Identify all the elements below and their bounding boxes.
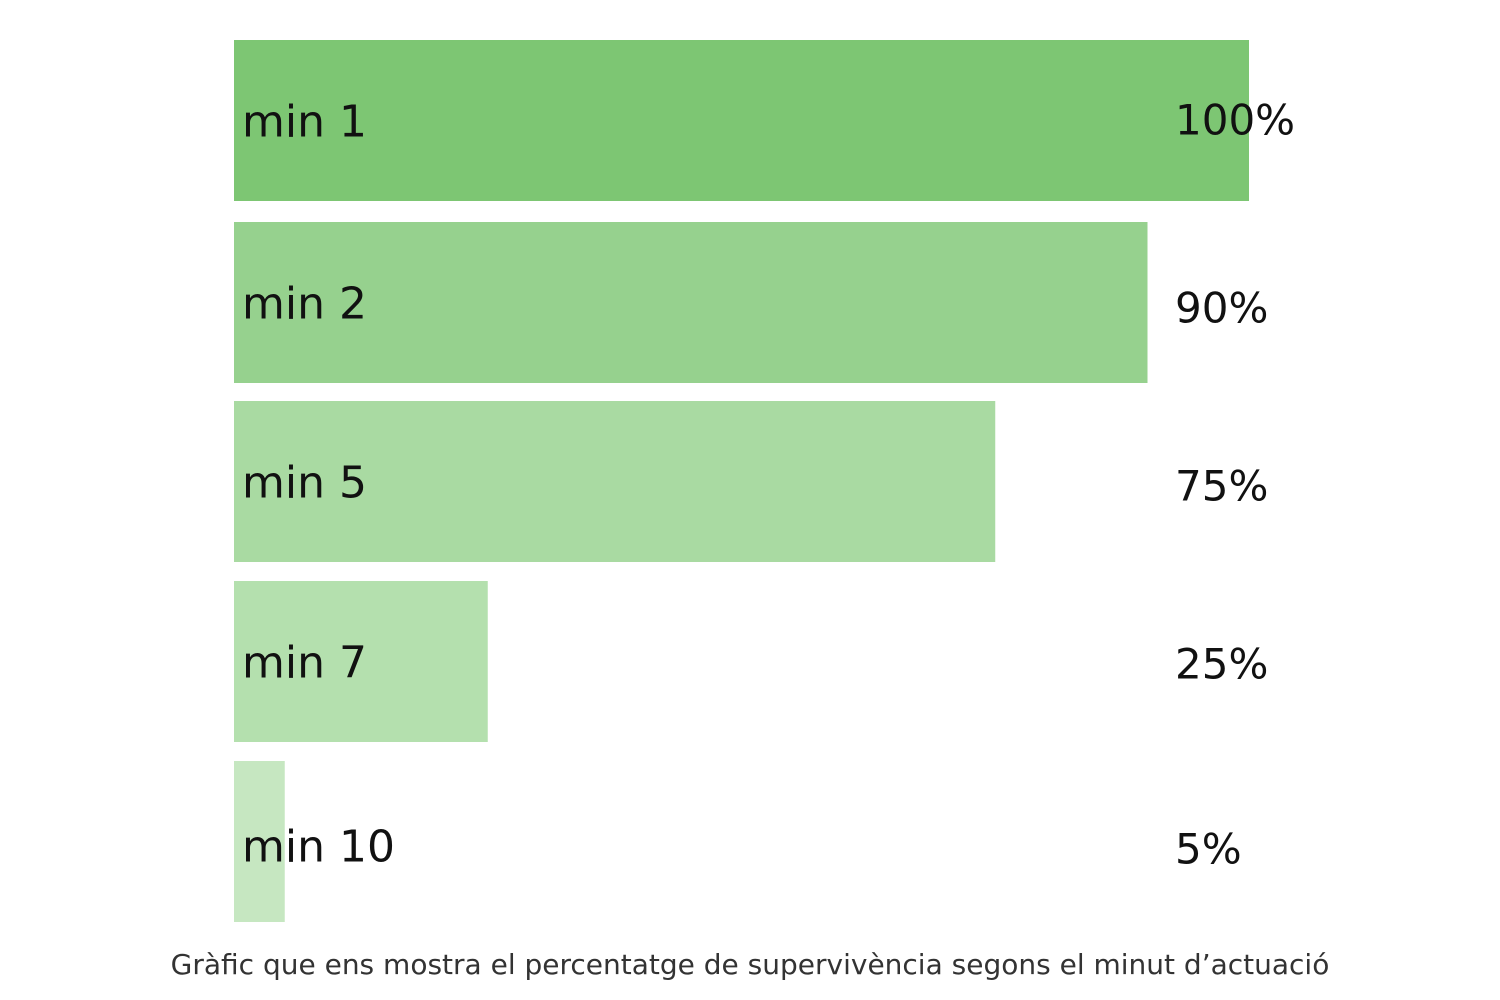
value-label: 90%	[1175, 284, 1268, 333]
value-label: 75%	[1175, 462, 1268, 511]
category-label: min 5	[242, 458, 367, 509]
bar-min-7	[234, 581, 488, 742]
bar-min-1	[234, 40, 1249, 201]
bar-min-2	[234, 222, 1148, 383]
chart-caption: Gràfic que ens mostra el percentatge de …	[170, 948, 1330, 981]
category-label: min 1	[242, 97, 367, 148]
survival-bar-chart: min 1 min 2 min 5 min 7 min 10 100% 90% 75% 25%…	[234, 40, 1295, 922]
value-label: 100%	[1175, 96, 1295, 145]
category-label: min 7	[242, 638, 367, 689]
category-labels-group: min 1 min 2 min 5 min 7 min 10	[242, 97, 395, 873]
value-labels-group: 100% 90% 75% 25% 5%	[1175, 96, 1295, 874]
value-label: 25%	[1175, 640, 1268, 689]
bar-min-5	[234, 401, 996, 562]
category-label: min 2	[242, 279, 367, 330]
bar-min-10	[234, 761, 285, 922]
category-label: min 10	[242, 822, 395, 873]
value-label: 5%	[1175, 825, 1242, 874]
bars-group	[234, 40, 1249, 922]
